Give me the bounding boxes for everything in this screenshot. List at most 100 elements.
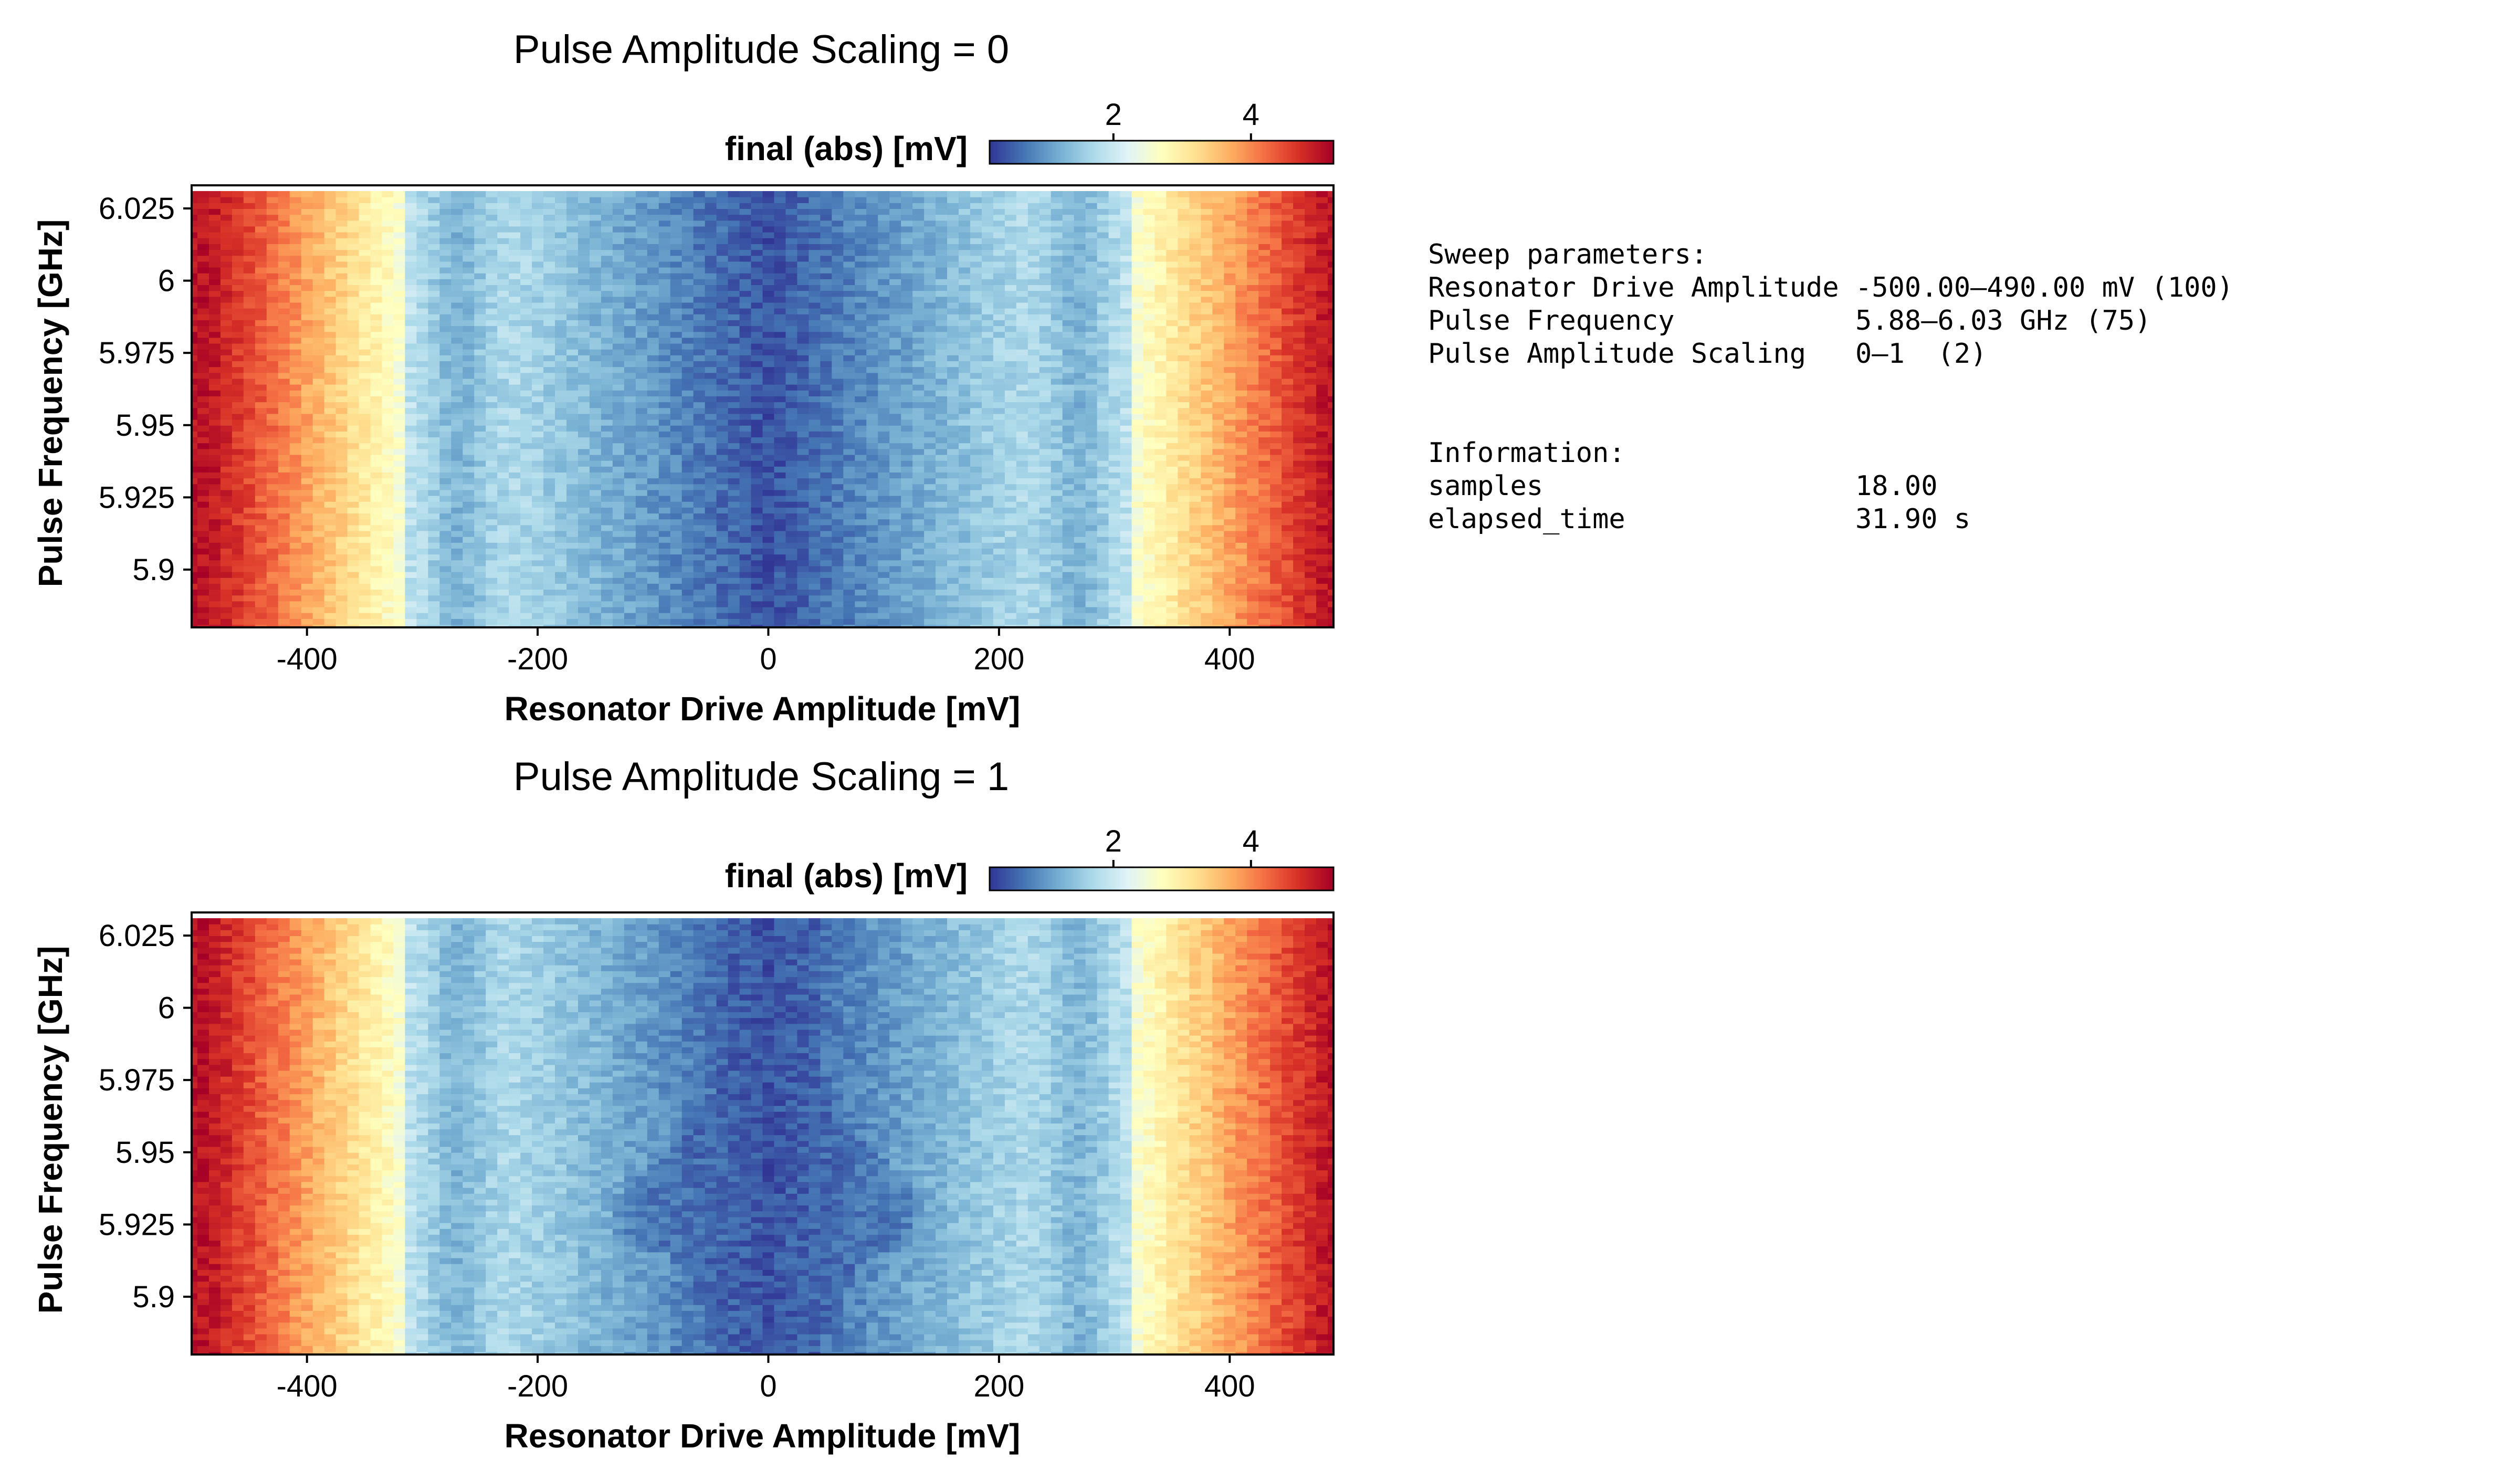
heatmap-cell bbox=[808, 595, 821, 602]
heatmap-cell bbox=[1051, 355, 1063, 362]
heatmap-cell bbox=[335, 460, 348, 467]
heatmap-cell bbox=[1039, 513, 1052, 520]
heatmap-cell bbox=[1062, 530, 1075, 537]
heatmap-cell bbox=[1282, 583, 1294, 590]
heatmap-cell bbox=[947, 390, 959, 396]
heatmap-cell bbox=[912, 507, 925, 514]
heatmap-cell bbox=[808, 349, 821, 355]
heatmap-cell bbox=[266, 613, 279, 619]
heatmap-cell bbox=[520, 583, 532, 590]
heatmap-cell bbox=[728, 378, 740, 385]
heatmap-cell bbox=[232, 548, 244, 555]
heatmap-cell bbox=[578, 402, 590, 408]
heatmap-cell bbox=[855, 425, 867, 432]
heatmap-cell bbox=[543, 343, 555, 350]
heatmap-cell bbox=[693, 507, 706, 514]
heatmap-cell bbox=[335, 443, 348, 449]
heatmap-cell bbox=[866, 372, 878, 379]
heatmap-cell bbox=[1258, 513, 1270, 520]
heatmap-cell bbox=[1235, 530, 1247, 537]
heatmap-cell bbox=[855, 448, 867, 455]
heatmap-cell bbox=[1235, 366, 1247, 373]
heatmap-cell bbox=[382, 548, 394, 555]
heatmap-cell bbox=[843, 606, 855, 613]
heatmap-cell bbox=[1178, 478, 1190, 485]
heatmap-cell bbox=[520, 542, 532, 549]
heatmap-cell bbox=[1120, 572, 1132, 578]
heatmap-cell bbox=[1235, 601, 1247, 607]
heatmap-cell bbox=[1189, 349, 1201, 355]
heatmap-cell bbox=[947, 595, 959, 602]
heatmap-cell bbox=[1120, 595, 1132, 602]
heatmap-cell bbox=[1201, 437, 1213, 444]
heatmap-cell bbox=[716, 407, 729, 414]
heatmap-cell bbox=[681, 524, 694, 531]
heatmap-cell bbox=[1224, 565, 1236, 572]
heatmap-cell bbox=[324, 466, 337, 472]
heatmap-cell bbox=[1235, 419, 1247, 426]
heatmap-cell bbox=[981, 542, 994, 549]
heatmap-cell bbox=[463, 601, 475, 607]
heatmap-cell bbox=[947, 431, 959, 438]
heatmap-cell bbox=[192, 618, 198, 625]
heatmap-cell bbox=[1097, 454, 1109, 461]
heatmap-cell bbox=[566, 606, 579, 613]
heatmap-cell bbox=[912, 489, 925, 496]
heatmap-cell bbox=[566, 431, 579, 438]
heatmap-cell bbox=[1016, 542, 1028, 549]
heatmap-cell bbox=[335, 524, 348, 531]
heatmap-cell bbox=[208, 484, 221, 490]
heatmap-cell bbox=[889, 513, 901, 520]
heatmap-cell bbox=[1108, 396, 1121, 403]
heatmap-cell bbox=[220, 613, 233, 619]
heatmap-cell bbox=[1166, 343, 1179, 350]
heatmap-cell bbox=[785, 484, 798, 490]
heatmap-cell bbox=[1305, 390, 1317, 396]
heatmap-cell bbox=[416, 606, 428, 613]
heatmap-cell bbox=[1016, 372, 1028, 379]
heatmap-cell bbox=[1212, 537, 1224, 543]
heatmap-cell bbox=[993, 454, 1005, 461]
heatmap-cell bbox=[843, 578, 855, 584]
heatmap-cell bbox=[192, 343, 198, 350]
heatmap-cell bbox=[901, 460, 913, 467]
heatmap-cell bbox=[670, 513, 682, 520]
heatmap-cell bbox=[197, 530, 209, 537]
heatmap-cell bbox=[266, 565, 279, 572]
heatmap-cell bbox=[728, 560, 740, 566]
heatmap-cell bbox=[958, 560, 971, 566]
heatmap-cell bbox=[705, 337, 717, 344]
heatmap-cell bbox=[647, 565, 659, 572]
heatmap-cell bbox=[647, 349, 659, 355]
heatmap-cell bbox=[1074, 501, 1086, 508]
heatmap-cell bbox=[981, 572, 994, 578]
heatmap-cell bbox=[635, 537, 648, 543]
heatmap-cell bbox=[1212, 613, 1224, 619]
heatmap-cell bbox=[947, 437, 959, 444]
heatmap-cell bbox=[739, 554, 752, 561]
heatmap-cell bbox=[1305, 454, 1317, 461]
heatmap-cell bbox=[393, 489, 406, 496]
heatmap-cell bbox=[1212, 501, 1224, 508]
heatmap-cell bbox=[428, 466, 440, 472]
heatmap-cell bbox=[1074, 496, 1086, 502]
heatmap-cell bbox=[370, 454, 383, 461]
heatmap-cell bbox=[1293, 419, 1305, 426]
heatmap-cell bbox=[393, 501, 406, 508]
heatmap-cell bbox=[624, 595, 636, 602]
heatmap-cell bbox=[416, 361, 428, 368]
heatmap-cell bbox=[1097, 361, 1109, 368]
heatmap-cell bbox=[1293, 443, 1305, 449]
heatmap-cell bbox=[289, 443, 302, 449]
heatmap-cell bbox=[981, 407, 994, 414]
heatmap-cell bbox=[289, 378, 302, 385]
heatmap-cell bbox=[405, 337, 417, 344]
heatmap-cell bbox=[255, 407, 267, 414]
heatmap-cell bbox=[624, 501, 636, 508]
heatmap-cell bbox=[520, 437, 532, 444]
heatmap-cell bbox=[762, 618, 775, 625]
heatmap-cell bbox=[728, 460, 740, 467]
heatmap-cell bbox=[1120, 537, 1132, 543]
heatmap-cell bbox=[301, 343, 313, 350]
